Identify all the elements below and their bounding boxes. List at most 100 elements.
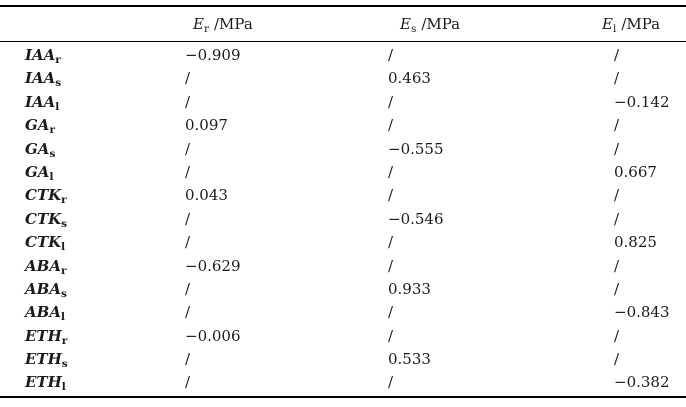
hormone-name: ABA bbox=[25, 256, 61, 275]
hormone-subscript: s bbox=[61, 217, 68, 230]
hormone-subscript: l bbox=[61, 381, 66, 394]
row-label: CTKr bbox=[0, 184, 163, 207]
unit-label: /MPa bbox=[621, 15, 661, 33]
cell-es-value: / bbox=[388, 186, 394, 205]
hormone-name: GA bbox=[25, 162, 50, 181]
hormone-subscript: r bbox=[55, 54, 61, 66]
row-label: GAr bbox=[0, 114, 163, 137]
cell-el-value: −0.382 bbox=[614, 373, 670, 392]
row-label: ETHs bbox=[0, 348, 163, 371]
column-header-er: Er/MPa bbox=[163, 7, 366, 42]
hormone-subscript: l bbox=[55, 100, 60, 113]
hormone-subscript: r bbox=[60, 264, 67, 277]
e-subscript: s bbox=[410, 23, 417, 35]
table-row-ga-s: GAs / −0.555 / bbox=[0, 138, 686, 161]
cell-es-value: −0.546 bbox=[388, 209, 444, 228]
row-label: ETHr bbox=[0, 325, 163, 348]
cell-er-value: −0.909 bbox=[185, 46, 241, 64]
row-label: CTKs bbox=[0, 208, 163, 231]
cell-el-value: / bbox=[614, 69, 620, 88]
table-row-eth-l: ETHl / / −0.382 bbox=[0, 371, 686, 394]
table-body: IAAr −0.909 / / IAAs / 0.463 / IAAl / / … bbox=[0, 42, 686, 396]
cell-el-value: / bbox=[614, 326, 620, 345]
table-row-aba-s: ABAs / 0.933 / bbox=[0, 278, 686, 301]
hormone-name: ETH bbox=[25, 326, 62, 345]
table-row-iaa-l: IAAl / / −0.142 bbox=[0, 91, 686, 114]
cell-es-value: 0.533 bbox=[388, 350, 431, 369]
table-row-aba-l: ABAl / / −0.843 bbox=[0, 301, 686, 324]
hormone-name: CTK bbox=[25, 186, 62, 205]
cell-er-value: / bbox=[185, 162, 191, 181]
row-label: ABAs bbox=[0, 278, 163, 301]
table-row-eth-s: ETHs / 0.533 / bbox=[0, 348, 686, 371]
cell-er-value: / bbox=[185, 209, 191, 228]
hormone-name: IAA bbox=[25, 46, 56, 64]
hormone-subscript: r bbox=[61, 334, 68, 347]
cell-el-value: / bbox=[614, 139, 620, 158]
cell-er-value: −0.006 bbox=[185, 326, 241, 345]
table-row-ga-l: GAl / / 0.667 bbox=[0, 161, 686, 184]
cell-er-value: / bbox=[185, 139, 191, 158]
table-row-ctk-l: CTKl / / 0.825 bbox=[0, 231, 686, 254]
hormone-name: GA bbox=[25, 116, 50, 135]
cell-el-value: / bbox=[614, 256, 620, 275]
cell-es-value: / bbox=[388, 162, 394, 181]
cell-el-value: / bbox=[614, 209, 620, 228]
cell-es-value: 0.933 bbox=[388, 279, 431, 298]
row-label: IAAr bbox=[0, 44, 163, 67]
cell-el-value: 0.825 bbox=[614, 233, 657, 252]
hormone-subscript: r bbox=[61, 194, 67, 207]
cell-er-value: −0.629 bbox=[185, 256, 241, 275]
hormone-name: ETH bbox=[25, 350, 62, 369]
unit-label: /MPa bbox=[421, 15, 461, 33]
hormone-subscript: l bbox=[60, 311, 65, 324]
hormone-subscript: r bbox=[49, 124, 55, 137]
row-label: IAAs bbox=[0, 67, 163, 90]
cell-es-value: / bbox=[388, 303, 394, 322]
correlation-table: Er/MPa Es/MPa El/MPa IAAr −0.909 / / IAA… bbox=[0, 5, 686, 398]
hormone-subscript: s bbox=[49, 147, 56, 160]
header-empty-cell bbox=[0, 7, 163, 42]
cell-el-value: −0.843 bbox=[614, 303, 670, 322]
cell-er-value: / bbox=[185, 373, 191, 392]
cell-er-value: 0.097 bbox=[185, 116, 228, 135]
cell-er-value: 0.043 bbox=[185, 186, 228, 205]
cell-es-value: / bbox=[388, 92, 394, 111]
cell-el-value: / bbox=[614, 116, 620, 135]
hormone-name: CTK bbox=[25, 209, 62, 228]
hormone-subscript: s bbox=[61, 358, 68, 371]
row-label: GAl bbox=[0, 161, 163, 184]
hormone-name: GA bbox=[25, 139, 50, 158]
cell-er-value: / bbox=[185, 279, 191, 298]
row-label: ABAl bbox=[0, 301, 163, 324]
hormone-subscript: s bbox=[55, 77, 62, 90]
cell-el-value: / bbox=[614, 186, 620, 205]
cell-es-value: / bbox=[388, 373, 394, 392]
cell-es-value: / bbox=[388, 256, 394, 275]
cell-er-value: / bbox=[185, 233, 191, 252]
hormone-subscript: l bbox=[61, 241, 66, 254]
cell-el-value: 0.667 bbox=[614, 162, 657, 181]
cell-es-value: / bbox=[388, 326, 394, 345]
hormone-subscript: l bbox=[49, 170, 54, 183]
hormone-subscript: s bbox=[60, 287, 67, 300]
cell-es-value: 0.463 bbox=[388, 69, 431, 88]
row-label: GAs bbox=[0, 138, 163, 161]
row-label: ABAr bbox=[0, 255, 163, 278]
column-header-el: El/MPa bbox=[590, 7, 686, 42]
cell-er-value: / bbox=[185, 303, 191, 322]
cell-es-value: / bbox=[388, 233, 394, 252]
hormone-name: CTK bbox=[25, 233, 62, 252]
cell-el-value: / bbox=[614, 279, 620, 298]
cell-el-value: −0.142 bbox=[614, 92, 670, 111]
cell-es-value: / bbox=[388, 116, 394, 135]
e-subscript: r bbox=[203, 23, 209, 35]
row-label: CTKl bbox=[0, 231, 163, 254]
cell-el-value: / bbox=[614, 46, 620, 64]
cell-el-value: / bbox=[614, 350, 620, 369]
cell-er-value: / bbox=[185, 92, 191, 111]
hormone-name: IAA bbox=[25, 92, 56, 111]
hormone-name: ABA bbox=[25, 303, 61, 322]
hormone-name: ABA bbox=[25, 279, 61, 298]
table-row-iaa-s: IAAs / 0.463 / bbox=[0, 67, 686, 90]
